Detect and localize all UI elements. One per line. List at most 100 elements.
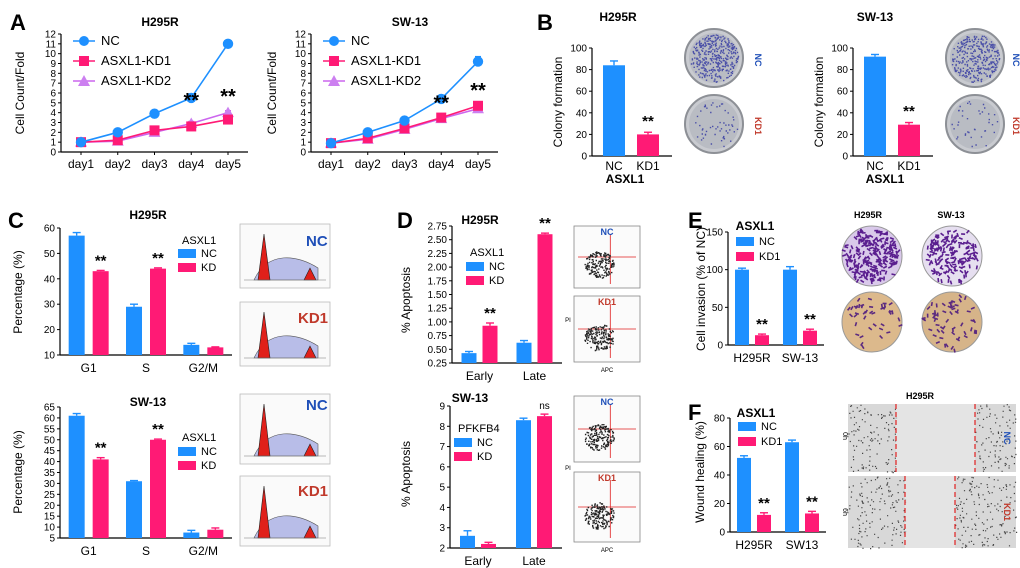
- chart-d1-y-tick-label: 0.25: [428, 359, 448, 370]
- chart-d1-y-tick-label: 1.50: [428, 290, 448, 301]
- chart-a1-y-tick-label: 8: [50, 69, 56, 80]
- chart-b2-x-label: ASXL1: [866, 172, 905, 186]
- chart-c1-category-label: S: [142, 361, 150, 375]
- chart-a1-y-tick-label: 3: [50, 118, 56, 129]
- chart-c1-bar-kd: [92, 271, 109, 355]
- chart-d1-legend-swatch: [466, 276, 484, 285]
- chart-c1-bar-nc: [183, 344, 200, 355]
- chart-a2-significance: **: [433, 93, 449, 115]
- chart-a1-significance: **: [220, 86, 236, 108]
- chart-b1-y-tick-label: 40: [576, 108, 588, 119]
- chart-b1-y-tick-label: 100: [570, 44, 587, 55]
- chart-a1-legend-marker: [78, 75, 90, 86]
- chart-c2-y-tick-label: 15: [44, 512, 56, 523]
- chart-d2-y-tick-label: 7: [439, 442, 445, 453]
- chart-a1-point-nc: [149, 108, 160, 119]
- chart-b2-category-label: KD1: [897, 159, 921, 173]
- chart-a2-point-asxl1-kd1: [436, 112, 447, 123]
- chart-c2-y-tick-label: 30: [44, 479, 56, 490]
- chart-b2-bar-nc: [864, 56, 886, 156]
- chart-e-significance: **: [756, 316, 768, 333]
- chart-c2-bar-kd: [207, 529, 224, 538]
- thumb-b1-kd1-label: KD1: [753, 117, 763, 135]
- chart-d1-y-tick-label: 1.75: [428, 276, 448, 287]
- chart-a2-y-tick-label: 1: [300, 138, 306, 149]
- chart-e-y-tick-label: 0: [717, 341, 723, 352]
- chart-a1-point-nc: [112, 127, 123, 138]
- thumb-b2-nc-label: NC: [1011, 54, 1020, 67]
- thumb-b1-kd1-dish-inner: [689, 99, 739, 149]
- chart-c1-y-tick-label: 40: [44, 274, 56, 285]
- chart-a1-y-tick-label: 7: [50, 79, 56, 90]
- chart-a2-y-tick-label: 7: [300, 79, 306, 90]
- chart-f-legend-swatch: [738, 437, 756, 446]
- chart-a2-y-label: Cell Count/Fold: [265, 52, 279, 135]
- chart-a2-legend-marker: [328, 75, 340, 86]
- panel-label-d: D: [397, 208, 413, 233]
- chart-d2-y-tick-label: 3: [439, 523, 445, 534]
- chart-a2-title: SW-13: [392, 15, 429, 29]
- chart-a1-x-tick-label: day3: [141, 157, 167, 171]
- chart-c2-y-tick-label: 35: [44, 468, 56, 479]
- chart-a2-y-tick-label: 11: [296, 39, 307, 50]
- chart-a2-point-asxl1-kd1: [399, 123, 410, 134]
- chart-a1-y-tick-label: 5: [50, 98, 56, 109]
- chart-a2-point-nc: [436, 93, 447, 105]
- chart-b1-bar-nc: [603, 65, 625, 156]
- chart-f-legend-label: KD1: [761, 436, 782, 448]
- chart-e-bar-nc: [783, 269, 797, 345]
- chart-a2-y-tick-label: 3: [300, 118, 306, 129]
- chart-a2-legend-marker: [329, 56, 339, 66]
- chart-c1-category-label: G2/M: [189, 361, 218, 375]
- chart-a2-significance: **: [470, 80, 486, 102]
- chart-a1-point-nc: [222, 38, 234, 50]
- chart-a1-legend-label: NC: [101, 33, 120, 48]
- chart-a2-point-nc: [362, 127, 373, 138]
- chart-d1-bar-kd: [482, 325, 498, 363]
- chart-f-bar-kd1: [805, 513, 819, 532]
- thumb-f-kd1-gap: [905, 476, 955, 548]
- panel-label-a: A: [10, 10, 26, 35]
- chart-c2-legend-label: KD: [201, 460, 216, 472]
- chart-c1-significance: **: [95, 252, 107, 269]
- chart-c1-y-label: Percentage (%): [11, 250, 25, 333]
- chart-a1-y-tick-label: 2: [50, 128, 56, 139]
- chart-d1-bar-nc: [461, 353, 477, 363]
- chart-a1-x-tick-label: day5: [215, 157, 241, 171]
- chart-d1-y-tick-label: 0.75: [428, 331, 448, 342]
- thumb-f-row-0h: 0h: [841, 432, 848, 440]
- chart-a1-point-asxl1-kd1: [186, 121, 197, 132]
- chart-c2-category-label: G1: [81, 544, 97, 558]
- chart-d2-bar-nc: [516, 420, 531, 548]
- chart-a2-y-tick-label: 10: [295, 49, 307, 60]
- chart-a2-x-tick-label: day4: [428, 157, 454, 171]
- chart-a1-point-asxl1-kd1: [112, 135, 123, 146]
- chart-b2-bar-kd1: [898, 124, 920, 156]
- chart-d1-y-tick-label: 1.00: [428, 317, 448, 328]
- panel-label-c: C: [8, 208, 24, 233]
- chart-d2-bar-kd: [481, 543, 496, 548]
- chart-a2-y-tick-label: 12: [295, 30, 307, 41]
- chart-e-y-tick-label: 100: [706, 265, 723, 276]
- chart-b2-y-tick-label: 80: [837, 65, 849, 76]
- thumb-d1-kd1-events: [584, 324, 614, 352]
- chart-a2-point-nc: [472, 56, 484, 67]
- chart-a2-y-tick-label: 6: [300, 89, 306, 100]
- chart-b1-category-label: NC: [605, 159, 623, 173]
- chart-d1-legend-label: NC: [489, 261, 505, 273]
- chart-a1-y-tick-label: 10: [45, 49, 57, 60]
- chart-d2-category-label: Late: [522, 554, 546, 568]
- thumb-f-title: H295R: [906, 391, 935, 401]
- thumb-d2-kd1-label: KD1: [598, 473, 616, 483]
- chart-d1-legend-title: ASXL1: [470, 247, 504, 259]
- chart-a2-point-nc: [325, 137, 337, 149]
- chart-f-y-tick-label: 0: [719, 528, 725, 539]
- chart-a1-y-tick-label: 6: [50, 89, 56, 100]
- chart-c2-y-tick-label: 60: [44, 413, 56, 424]
- thumb-d2-y-axis: PI: [565, 466, 571, 472]
- chart-d2-y-label: % Apoptosis: [399, 441, 413, 507]
- chart-c2-y-tick-label: 65: [44, 403, 56, 414]
- chart-c1-significance: **: [152, 250, 164, 267]
- chart-b2-y-tick-label: 100: [831, 44, 848, 55]
